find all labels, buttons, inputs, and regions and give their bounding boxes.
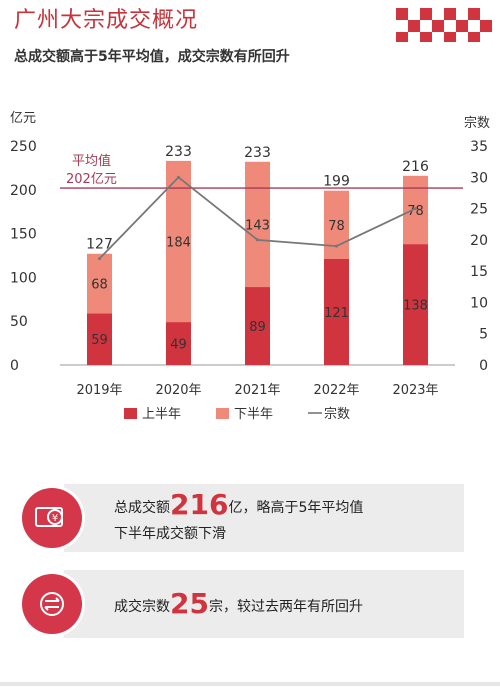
- page-subtitle: 总成交额高于5年平均值，成交宗数有所回升: [14, 49, 290, 65]
- y-tick-right: 5: [479, 327, 488, 343]
- info-value: 216: [170, 488, 229, 521]
- data-label-total: 199: [323, 174, 350, 190]
- data-label-h2: 78: [328, 219, 345, 234]
- legend-label-h1: 上半年: [142, 407, 181, 422]
- count-point: [335, 244, 338, 248]
- info-row-count: 成交宗数25宗，较过去两年有所回升: [22, 570, 482, 640]
- count-point: [256, 238, 259, 242]
- info-prefix: 成交宗数: [114, 599, 170, 615]
- stacked-bar-chart: 亿元 宗数050100150200250051015202530355968127…: [10, 111, 490, 422]
- x-tick-label: 2022年: [313, 383, 359, 398]
- footer-divider: [0, 682, 500, 686]
- data-label-h1: 59: [91, 333, 108, 348]
- checker-logo: [396, 8, 492, 42]
- bar-h1: [245, 287, 270, 365]
- bar-h1: [166, 322, 191, 365]
- y-tick-right: 20: [470, 233, 488, 249]
- y-tick-left: 250: [10, 139, 37, 155]
- info-box: [64, 570, 464, 638]
- svg-text:¥: ¥: [52, 513, 58, 524]
- legend-label-h2: 下半年: [234, 407, 273, 422]
- y-axis-left-label: 亿元: [10, 111, 36, 126]
- data-label-total: 127: [86, 237, 113, 253]
- x-tick-label: 2019年: [76, 383, 122, 398]
- money-icon: ¥: [22, 488, 82, 548]
- legend-label-count: 宗数: [324, 406, 350, 422]
- info-line2: 下半年成交额下滑: [114, 526, 226, 542]
- info-row-amount: ¥ 总成交额216亿，略高于5年平均值 下半年成交额下滑: [22, 484, 482, 554]
- average-label-line1: 平均值: [72, 153, 111, 169]
- count-point: [177, 175, 180, 179]
- x-tick-label: 2023年: [392, 383, 438, 398]
- data-label-h1: 89: [249, 320, 266, 335]
- bar-h2: [87, 253, 112, 314]
- data-label-total: 233: [165, 144, 192, 160]
- data-label-total: 216: [402, 159, 429, 175]
- y-tick-right: 0: [479, 358, 488, 374]
- y-tick-right: 35: [470, 139, 488, 155]
- count-point: [414, 207, 417, 211]
- bar-h2: [324, 190, 349, 260]
- info-suffix: 亿，略高于5年平均值: [228, 500, 364, 516]
- legend-swatch-h2: [216, 408, 229, 419]
- info-text-amount: 总成交额216亿，略高于5年平均值 下半年成交额下滑: [114, 491, 364, 547]
- info-text-count: 成交宗数25宗，较过去两年有所回升: [114, 590, 363, 620]
- x-tick-label: 2020年: [155, 383, 201, 398]
- transaction-icon: [22, 574, 82, 634]
- y-tick-right: 30: [470, 170, 488, 186]
- data-label-h1: 138: [403, 299, 428, 314]
- count-point: [98, 257, 101, 261]
- data-label-total: 233: [244, 145, 271, 161]
- bar-h1: [324, 259, 349, 365]
- average-label-line2: 202亿元: [66, 172, 117, 187]
- bar-h1: [87, 313, 112, 365]
- y-tick-left: 100: [10, 270, 37, 286]
- legend-swatch-h1: [124, 408, 137, 419]
- y-tick-left: 150: [10, 227, 37, 243]
- y-tick-right: 15: [470, 264, 488, 280]
- data-label-h1: 121: [324, 306, 349, 321]
- bar-h1: [403, 244, 428, 365]
- info-suffix: 宗，较过去两年有所回升: [208, 599, 363, 615]
- data-label-h1: 49: [170, 338, 187, 353]
- y-tick-left: 0: [10, 358, 19, 374]
- info-prefix: 总成交额: [114, 500, 170, 516]
- info-box: [64, 484, 464, 552]
- y-tick-left: 200: [10, 183, 37, 199]
- data-label-h2: 78: [407, 204, 424, 219]
- y-tick-right: 10: [470, 295, 488, 311]
- y-tick-right: 25: [470, 202, 488, 218]
- data-label-h2: 68: [91, 278, 108, 293]
- data-label-h2: 143: [245, 218, 270, 233]
- page-title: 广州大宗成交概况: [14, 8, 199, 33]
- x-tick-label: 2021年: [234, 383, 280, 398]
- info-value: 25: [170, 587, 209, 620]
- bar-h2: [245, 161, 270, 288]
- data-label-h2: 184: [166, 235, 191, 250]
- y-axis-right-label: 宗数: [464, 115, 490, 131]
- y-tick-left: 50: [10, 314, 28, 330]
